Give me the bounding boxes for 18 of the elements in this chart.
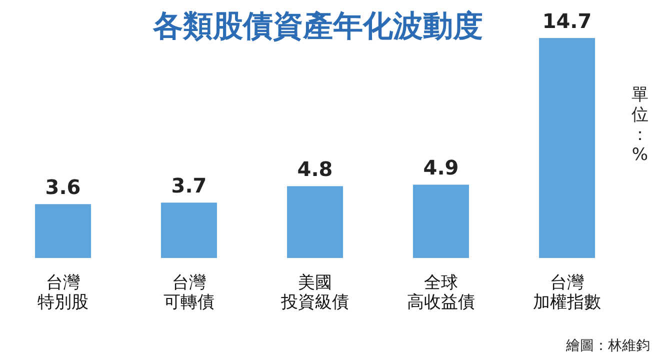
x-tick-label: 台灣可轉債 [164, 273, 214, 313]
x-tick-label: 美國投資級債 [280, 273, 349, 313]
bar [413, 184, 469, 258]
bar [35, 204, 91, 258]
data-label: 4.8 [297, 157, 333, 182]
data-label: 3.6 [45, 175, 81, 200]
data-label: 4.9 [423, 156, 459, 180]
x-tick-label: 全球高收益債 [407, 273, 475, 313]
data-label: 14.7 [542, 9, 592, 33]
chart-title: 各類股債資產年化波動度 [152, 9, 483, 44]
x-tick-label: 台灣特別股 [38, 273, 88, 313]
x-tick-label: 台灣加權指數 [533, 273, 601, 313]
text: 繪圖：林維鈞 [565, 338, 650, 354]
data-label: 3.7 [171, 174, 207, 198]
bar [539, 38, 595, 258]
bar [161, 202, 217, 258]
text: 單位：% [632, 85, 648, 165]
bar [287, 186, 343, 258]
